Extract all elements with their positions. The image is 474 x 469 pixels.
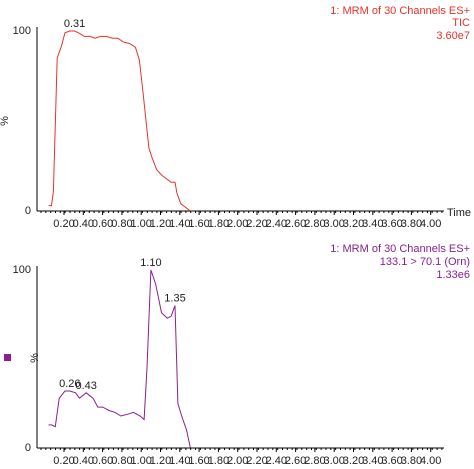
peak-label: 0.43 [75,380,96,392]
x-tick-label: 0.60 [92,455,113,467]
x-tick-label: 2.20 [246,455,267,467]
x-tick-label: 0.60 [92,218,113,230]
x-tick-label: 2.80 [304,455,325,467]
x-tick-label: 4.00 [420,455,441,467]
peak-label: 0.26 [59,378,80,390]
x-tick-label: 1.00 [130,455,151,467]
x-tick-label: 2.00 [227,218,248,230]
chart-panel-tic: 100 0 % Time 1: MRM of 30 Channels ES+ T… [0,5,471,230]
x-tick-label: 3.20 [343,455,364,467]
peak-label: 1.35 [164,293,185,305]
y-tick-label-100: 100 [13,264,31,276]
x-axis-label: Time [447,207,471,219]
x-tick-label: 3.00 [323,455,344,467]
x-tick-label: 2.00 [227,455,248,467]
y-tick-label-0: 0 [25,205,31,217]
x-tick-label: 1.40 [169,218,190,230]
y-axis-label: % [29,353,41,363]
y-tick-label-100: 100 [13,25,31,37]
x-tick-label: 0.20 [53,218,74,230]
peak-label: 0.31 [64,18,85,30]
x-ticks: 0.200.400.600.801.001.201.401.601.802.00… [53,211,441,230]
x-tick-label: 1.00 [130,218,151,230]
x-tick-label: 1.20 [150,455,171,467]
y-tick-label-0: 0 [25,442,31,454]
x-tick-label: 2.80 [304,218,325,230]
x-tick-label: 3.20 [343,218,364,230]
x-tick-label: 0.20 [53,455,74,467]
x-minor-ticks [40,448,443,450]
chart-panel-orn: 100 0 % 1: MRM of 30 Channels ES+ 133.1 … [4,243,470,467]
x-tick-label: 3.80 [401,455,422,467]
series-color-marker [4,354,11,361]
x-tick-label: 3.60 [381,455,402,467]
x-tick-label: 4.00 [420,218,441,230]
x-tick-label: 3.00 [323,218,344,230]
peak-labels: 0.260.43 1.10 1.35 [59,257,186,392]
x-minor-ticks [40,211,443,213]
header-line-3: 3.60e7 [436,30,470,42]
x-tick-label: 1.60 [188,455,209,467]
header-line-3: 1.33e6 [436,269,470,281]
peak-label: 1.10 [140,257,161,269]
x-tick-label: 0.40 [73,455,94,467]
x-tick-label: 3.80 [401,218,422,230]
peak-labels: 0.31 [64,18,85,30]
x-tick-label: 2.40 [266,218,287,230]
x-tick-label: 2.60 [285,455,306,467]
header-line-1: 1: MRM of 30 Channels ES+ [330,243,470,255]
x-tick-label: 1.80 [208,455,229,467]
x-tick-label: 3.60 [381,218,402,230]
header-line-2: 133.1 > 70.1 (Orn) [380,256,470,268]
x-tick-label: 2.20 [246,218,267,230]
header-line-2: TIC [452,17,470,29]
x-tick-label: 0.80 [111,218,132,230]
x-tick-label: 3.40 [362,455,383,467]
x-tick-label: 2.60 [285,218,306,230]
x-tick-label: 1.40 [169,455,190,467]
x-tick-label: 0.40 [73,218,94,230]
x-tick-label: 1.20 [150,218,171,230]
x-tick-label: 0.80 [111,455,132,467]
series-line-orn [48,269,191,449]
x-ticks: 0.200.400.600.801.001.201.401.601.802.00… [53,448,441,467]
x-tick-label: 1.60 [188,218,209,230]
x-tick-label: 3.40 [362,218,383,230]
x-tick-label: 2.40 [266,455,287,467]
header-line-1: 1: MRM of 30 Channels ES+ [330,5,470,17]
x-tick-label: 1.80 [208,218,229,230]
y-axis-label: % [0,116,11,126]
series-line-tic [48,30,191,212]
